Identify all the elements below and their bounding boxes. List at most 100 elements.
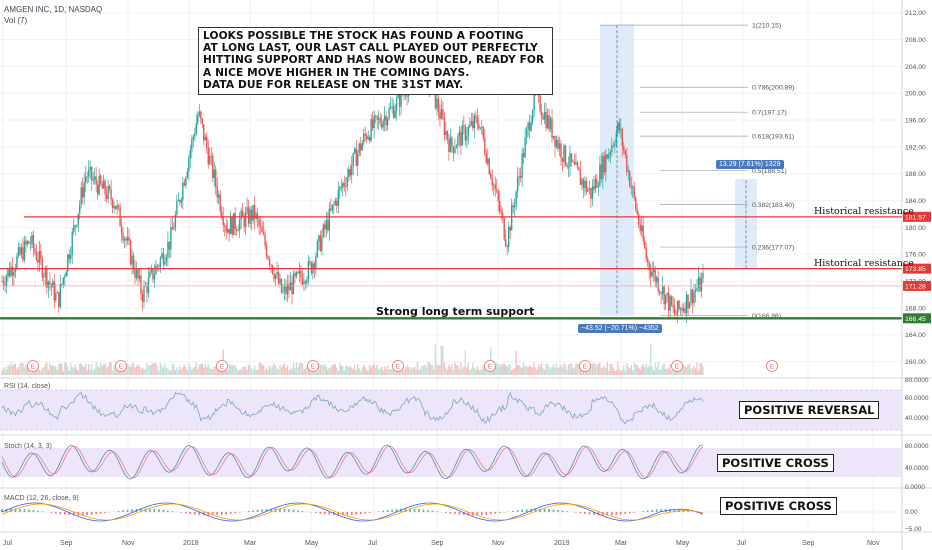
candle-body [509,226,511,231]
analysis-note[interactable]: LOOKS POSSIBLE THE STOCK HAS FOUND A FOO… [198,27,553,96]
macd-histogram-bar [516,510,519,512]
volume-bar [138,365,141,375]
volume-bar [79,363,81,375]
candle-body [458,131,461,137]
candle-body [618,122,620,131]
candle-body [264,234,266,246]
candle-body [40,250,42,259]
volume-bar [475,370,477,375]
volume-bar [531,366,534,375]
volume-bar [488,370,490,375]
candle-body [4,284,6,286]
time-tick: Sep [802,540,815,547]
volume-bar [552,363,555,375]
volume-bar [177,370,180,375]
candle-body [512,205,514,208]
candle-body [342,183,344,188]
time-tick: Nov [867,540,880,547]
volume-bar [232,365,235,375]
candle-body [696,288,698,291]
candle-body [603,155,606,173]
volume-bar [318,363,320,375]
volume-bar [493,368,495,375]
volume-bar [135,366,138,375]
price-tick: 164.00 [905,332,926,339]
volume-bar [152,362,154,375]
volume-bar [71,366,73,375]
candle-body [29,243,32,245]
volume-bar [576,363,579,375]
volume-bar [309,367,311,375]
candle-body [276,271,278,275]
volume-bar [201,363,203,375]
candle-body [623,145,625,151]
candle-body [173,228,175,230]
candle-body [156,265,159,267]
macd-histogram-bar [189,512,192,514]
candle-body [108,186,111,190]
candle-body [552,136,555,138]
volume-bar [661,365,664,375]
candle-body [555,139,558,147]
candle-body [593,186,595,190]
candle-body [478,124,480,129]
candle-body [551,118,553,138]
macd-histogram-bar [458,512,461,515]
macd-histogram-bar [566,511,568,512]
candle-body [491,178,493,186]
volume-bar [321,364,323,375]
volume-bar [95,362,97,375]
candle-body [437,98,440,113]
volume-bar [621,370,623,375]
candle-body [286,284,289,295]
candle-body [528,122,531,131]
volume-bar [270,368,272,375]
earnings-marker [307,360,319,372]
volume-bar [371,365,374,375]
macd-histogram-bar [557,509,559,512]
candle-body [543,111,546,120]
candle-body [114,205,117,210]
candle-body [288,284,290,291]
macd-histogram-bar [10,508,12,512]
volume-bar [602,367,604,375]
candle-body [297,272,299,274]
candle-body [240,210,242,220]
volume-bar [485,370,487,375]
volume-bar [246,369,248,375]
volume-bar [146,362,148,375]
volume-bar [540,362,543,375]
candle-body [660,292,662,295]
macd-histogram-bar [427,510,429,512]
volume-bar [507,364,510,375]
candle-body [273,273,275,280]
volume-bar [59,363,61,375]
volume-bar [231,364,233,375]
candle-body [594,178,597,190]
volume-bar [53,366,56,375]
earnings-marker [671,360,683,372]
candle-body [8,269,11,277]
candle-body [629,171,631,187]
volume-bar [256,370,259,375]
macd-histogram-bar [346,512,349,516]
candle-body [204,136,206,141]
volume-bar [452,369,455,375]
candle-body [134,270,136,278]
volume-bar [4,366,6,375]
volume-bar [673,370,676,375]
volume-bar [633,362,635,375]
macd-histogram-bar [449,512,452,514]
time-tick: Sep [431,540,444,547]
macd-histogram-bar [279,508,281,512]
macd-histogram-bar [144,508,147,512]
macd-histogram-bar [391,509,393,512]
volume-bar [427,362,429,375]
macd-histogram-bar [606,512,609,516]
rsi-tag: POSITIVE REVERSAL [739,401,880,419]
candle-body [87,170,90,177]
volume-bar [349,366,351,375]
volume-bar [123,366,126,375]
macd-histogram-bar [211,512,214,516]
